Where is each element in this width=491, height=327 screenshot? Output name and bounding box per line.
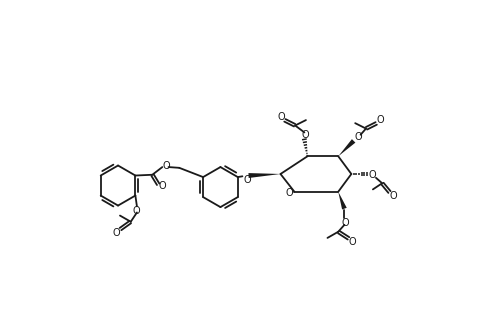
Text: O: O bbox=[368, 170, 376, 180]
Text: O: O bbox=[163, 161, 170, 171]
Text: O: O bbox=[112, 228, 120, 237]
Polygon shape bbox=[338, 139, 355, 156]
Text: O: O bbox=[348, 237, 356, 247]
Text: O: O bbox=[133, 206, 140, 216]
Text: O: O bbox=[243, 175, 251, 185]
Polygon shape bbox=[248, 173, 280, 178]
Text: O: O bbox=[277, 112, 285, 122]
Text: O: O bbox=[341, 217, 349, 228]
Text: O: O bbox=[301, 130, 309, 140]
Text: O: O bbox=[159, 181, 166, 191]
Text: O: O bbox=[285, 188, 293, 198]
Text: O: O bbox=[355, 132, 362, 142]
Text: O: O bbox=[376, 115, 383, 125]
Text: O: O bbox=[389, 191, 397, 201]
Polygon shape bbox=[338, 192, 347, 210]
